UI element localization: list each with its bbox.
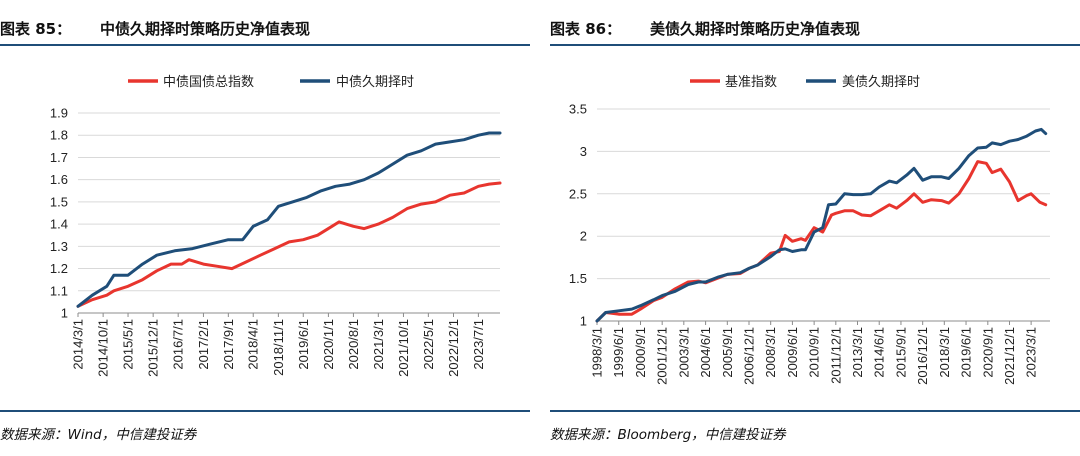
x-tick-label: 2020/9/1 xyxy=(980,327,995,378)
y-tick-label: 1.7 xyxy=(50,150,68,165)
y-tick-label: 1.6 xyxy=(50,172,68,187)
x-tick-label: 2003/3/1 xyxy=(676,327,691,378)
series-line xyxy=(595,160,1048,323)
y-tick-label: 2.5 xyxy=(569,186,587,201)
y-tick-label: 1.8 xyxy=(50,128,68,143)
x-tick-label: 2019/6/1 xyxy=(296,319,311,370)
x-tick-label: 2008/3/1 xyxy=(763,327,778,378)
x-tick-label: 2021/10/1 xyxy=(396,319,411,377)
x-tick-label: 2020/8/1 xyxy=(346,319,361,370)
x-tick-label: 2009/6/1 xyxy=(785,327,800,378)
x-tick-label: 2018/4/1 xyxy=(246,319,261,370)
legend-label: 中债国债总指数 xyxy=(163,75,254,90)
y-tick-label: 3.5 xyxy=(569,102,587,117)
figure-number: 图表 85： xyxy=(0,20,72,38)
chart-figure-86: 1 1.5 2 2.5 3 3.5 1998/3/1 1999/6/1 2000/9/1 2001… xyxy=(569,75,1050,385)
x-tick-label: 2010/9/1 xyxy=(807,327,822,378)
x-tick-label: 2015/9/1 xyxy=(893,327,908,378)
legend-label: 美债久期择时 xyxy=(842,75,920,90)
x-tick-label: 2018/11/1 xyxy=(271,319,286,376)
y-tick-label: 1.5 xyxy=(50,194,68,209)
x-tick-label: 2017/2/1 xyxy=(196,319,211,370)
x-tick-label: 2015/12/1 xyxy=(146,319,161,377)
x-tick-label: 2017/9/1 xyxy=(221,319,236,370)
y-tick-label: 1.2 xyxy=(50,261,68,276)
title-rule xyxy=(550,44,1080,46)
figure-heading: 中债久期择时策略历史净值表现 xyxy=(100,20,311,38)
y-tick-label: 1.1 xyxy=(50,283,68,298)
x-tick-label: 2022/12/1 xyxy=(446,319,461,377)
figure-number: 图表 86： xyxy=(550,20,622,38)
x-tick-label: 2021/12/1 xyxy=(1002,327,1017,385)
x-tick-label: 2023/7/1 xyxy=(471,319,486,370)
x-tick-label: 2016/7/1 xyxy=(171,319,186,370)
x-tick-label: 2023/3/1 xyxy=(1024,327,1039,378)
y-tick-label: 1.5 xyxy=(569,271,587,286)
x-tick-label: 2018/3/1 xyxy=(937,327,952,378)
series-line xyxy=(76,131,502,308)
x-tick-label: 2021/3/1 xyxy=(371,319,386,370)
y-tick-label: 1.4 xyxy=(50,217,68,232)
x-tick-label: 2000/9/1 xyxy=(633,327,648,378)
x-tick-label: 2016/12/1 xyxy=(915,327,930,385)
figure-heading: 美债久期择时策略历史净值表现 xyxy=(650,20,861,38)
legend-label: 中债久期择时 xyxy=(336,75,414,90)
y-tick-label: 1 xyxy=(61,306,68,321)
y-tick-label: 2 xyxy=(580,229,587,244)
source-note: 数据来源：Bloomberg，中信建投证券 xyxy=(550,427,786,443)
x-tick-label: 1999/6/1 xyxy=(611,327,626,378)
x-tick-label: 2022/5/1 xyxy=(421,319,436,370)
figure-title: 图表 86： 美债久期择时策略历史净值表现 xyxy=(550,18,860,42)
x-tick-label: 2014/6/1 xyxy=(872,327,887,378)
x-tick-label: 2013/3/1 xyxy=(850,327,865,378)
y-tick-label: 1.9 xyxy=(50,106,68,121)
x-tick-label: 2019/6/1 xyxy=(959,327,974,378)
x-tick-label: 1998/3/1 xyxy=(590,327,605,378)
x-tick-label: 2005/9/1 xyxy=(720,327,735,378)
figure-86: 图表 86： 美债久期择时策略历史净值表现 1 1.5 2 2.5 3 3.5 1998/3/… xyxy=(550,0,1080,456)
x-tick-label: 2011/12/1 xyxy=(828,327,843,384)
source-note: 数据来源：Wind，中信建投证券 xyxy=(0,427,197,443)
chart-figure-85: 1 1.1 1.2 1.3 1.4 1.5 1.6 1.7 1.8 1.9 2014/3/1 2014… xyxy=(50,75,502,377)
x-tick-label: 2001/12/1 xyxy=(655,327,670,385)
y-tick-label: 1.3 xyxy=(50,239,68,254)
y-tick-label: 1 xyxy=(580,314,587,329)
series-line xyxy=(76,181,502,308)
source-rule xyxy=(550,410,1080,412)
title-rule xyxy=(0,44,530,46)
x-tick-label: 2006/12/1 xyxy=(741,327,756,385)
legend-label: 基准指数 xyxy=(725,75,777,90)
source-rule xyxy=(0,410,530,412)
x-tick-label: 2014/10/1 xyxy=(96,319,111,377)
figure-title: 图表 85： 中债久期择时策略历史净值表现 xyxy=(0,18,310,42)
y-tick-label: 3 xyxy=(580,144,587,159)
x-tick-label: 2014/3/1 xyxy=(71,319,86,370)
figure-85: 图表 85： 中债久期择时策略历史净值表现 1 1.1 1.2 1.3 1.4 1.5 1.6… xyxy=(0,0,530,456)
x-tick-label: 2004/6/1 xyxy=(698,327,713,378)
x-tick-label: 2020/1/1 xyxy=(321,319,336,370)
series-line xyxy=(595,127,1048,323)
x-tick-label: 2015/5/1 xyxy=(121,319,136,370)
